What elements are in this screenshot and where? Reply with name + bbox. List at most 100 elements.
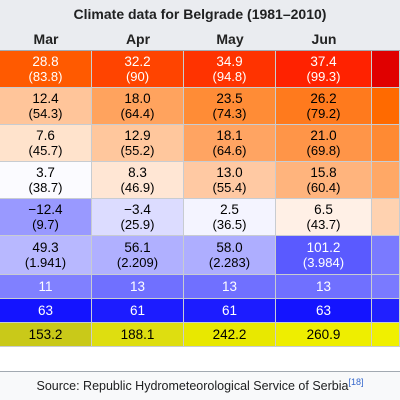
cell-value: 23.5 [216,91,243,106]
cell-value-imperial: (54.3) [28,106,63,121]
table-cell: 37.4 (99.3) [276,51,372,88]
table-cell-partial [372,88,400,125]
cell-value: 12.9 [124,128,151,143]
table-cell: 49.3 (1.941) [0,236,92,275]
cell-value: 21.0 [310,128,337,143]
month-header: May [216,31,244,47]
cell-value-imperial: (64.4) [120,106,155,121]
cell-value: 61 [129,303,146,318]
cell-value: 7.6 [36,128,55,143]
table-cell-partial [372,51,400,88]
cell-value: 188.1 [120,327,155,342]
table-cell: 26.2 (79.2) [276,88,372,125]
cell-value: 12.4 [32,91,59,106]
table-cell-partial [372,323,400,347]
table-cell: 61 [184,299,276,323]
table-row-daily-mean: 7.6 (45.7) 12.9 (55.2) 18.1 (64.6) 21.0 (69.8) [0,125,400,162]
cell-value: 101.2 [306,240,341,255]
source-note: Source: Republic Hydrometeorological Ser… [0,371,400,400]
cell-value: 28.8 [32,54,59,69]
table-title: Climate data for Belgrade (1981–2010) [0,0,400,29]
table-cell: 63 [276,299,372,323]
month-header: Mar [33,31,59,47]
cell-value-imperial: (55.2) [120,143,155,158]
cell-value: 13 [129,279,146,294]
cell-value: 34.9 [216,54,243,69]
cell-value-imperial: (45.7) [28,143,63,158]
cell-value-imperial: (3.984) [302,255,345,270]
cell-value: 32.2 [124,54,151,69]
table-cell: 18.1 (64.6) [184,125,276,162]
cell-value: −12.4 [28,202,63,217]
table-cell: 32.2 (90) [92,51,184,88]
table-cell: 12.9 (55.2) [92,125,184,162]
table-cell: 13.0 (55.4) [184,162,276,199]
table-cell: 63 [0,299,92,323]
table-cell: 260.9 [276,323,372,347]
cell-value-imperial: (79.2) [306,106,341,121]
cell-value: 49.3 [32,240,59,255]
cell-value: 8.3 [128,165,147,180]
cell-value: 153.2 [28,327,63,342]
table-cell: 153.2 [0,323,92,347]
cell-value: 56.1 [124,240,151,255]
cell-value: 63 [37,303,54,318]
cell-value: 2.5 [220,202,239,217]
cell-value: 13 [221,279,238,294]
table-cell-partial [372,236,400,275]
table-cell: 13 [184,275,276,299]
cell-value: 18.0 [124,91,151,106]
cell-value: 61 [221,303,238,318]
table-cell: 34.9 (94.8) [184,51,276,88]
table-cell: 28.8 (83.8) [0,51,92,88]
cell-value: 3.7 [36,165,55,180]
table-row-record-low: −12.4 (9.7) −3.4 (25.9) 2.5 (36.5) 6.5 (43.7) [0,199,400,236]
cell-value-imperial: (55.4) [212,180,247,195]
cell-value: 37.4 [310,54,337,69]
table-cell: 6.5 (43.7) [276,199,372,236]
cell-value-imperial: (38.7) [28,180,63,195]
table-cell-partial [372,162,400,199]
table-cell: 15.8 (60.4) [276,162,372,199]
month-header: Apr [125,31,151,47]
cell-value-imperial: (43.7) [306,217,341,232]
table-cell: 8.3 (46.9) [92,162,184,199]
table-cell: 2.5 (36.5) [184,199,276,236]
source-reference-link[interactable]: [18] [348,376,364,387]
cell-value: 58.0 [216,240,243,255]
table-cell: 58.0 (2.283) [184,236,276,275]
cell-value-imperial: (64.6) [212,143,247,158]
cell-value: 242.2 [212,327,247,342]
table-cell-partial [372,275,400,299]
cell-value-imperial: (69.8) [306,143,341,158]
source-text: Source: Republic Hydrometeorological Ser… [36,379,349,393]
table-cell: 23.5 (74.3) [184,88,276,125]
table-cell-partial [372,199,400,236]
cell-value: 13.0 [216,165,243,180]
table-row-record-high: 28.8 (83.8) 32.2 (90) 34.9 (94.8) 37.4 (99.3) [0,51,400,88]
month-header-partial [372,28,400,50]
cell-value-imperial: (36.5) [212,217,247,232]
cell-value-imperial: (2.209) [116,255,159,270]
cell-value-imperial: (83.8) [28,69,63,84]
month-header: Jun [311,31,337,47]
cell-value-imperial: (94.8) [212,69,247,84]
table-cell: 21.0 (69.8) [276,125,372,162]
table-cell: 11 [0,275,92,299]
table-cell: 188.1 [92,323,184,347]
table-cell: 13 [276,275,372,299]
month-header-row: Mar Apr May Jun [0,28,400,51]
table-cell: 101.2 (3.984) [276,236,372,275]
table-cell: 3.7 (38.7) [0,162,92,199]
table-cell: 13 [92,275,184,299]
table-row-humidity: 63 61 61 63 [0,299,400,323]
table-row-precipitation-days: 11 13 13 13 [0,275,400,299]
cell-value-imperial: (1.941) [24,255,67,270]
table-row-average-low: 3.7 (38.7) 8.3 (46.9) 13.0 (55.4) 15.8 (60.4) [0,162,400,199]
cell-value-imperial: (25.9) [120,217,155,232]
cell-value: 13 [315,279,332,294]
cell-value-imperial: (46.9) [120,180,155,195]
table-cell: −12.4 (9.7) [0,199,92,236]
cell-value: 15.8 [310,165,337,180]
cell-value: 6.5 [314,202,333,217]
